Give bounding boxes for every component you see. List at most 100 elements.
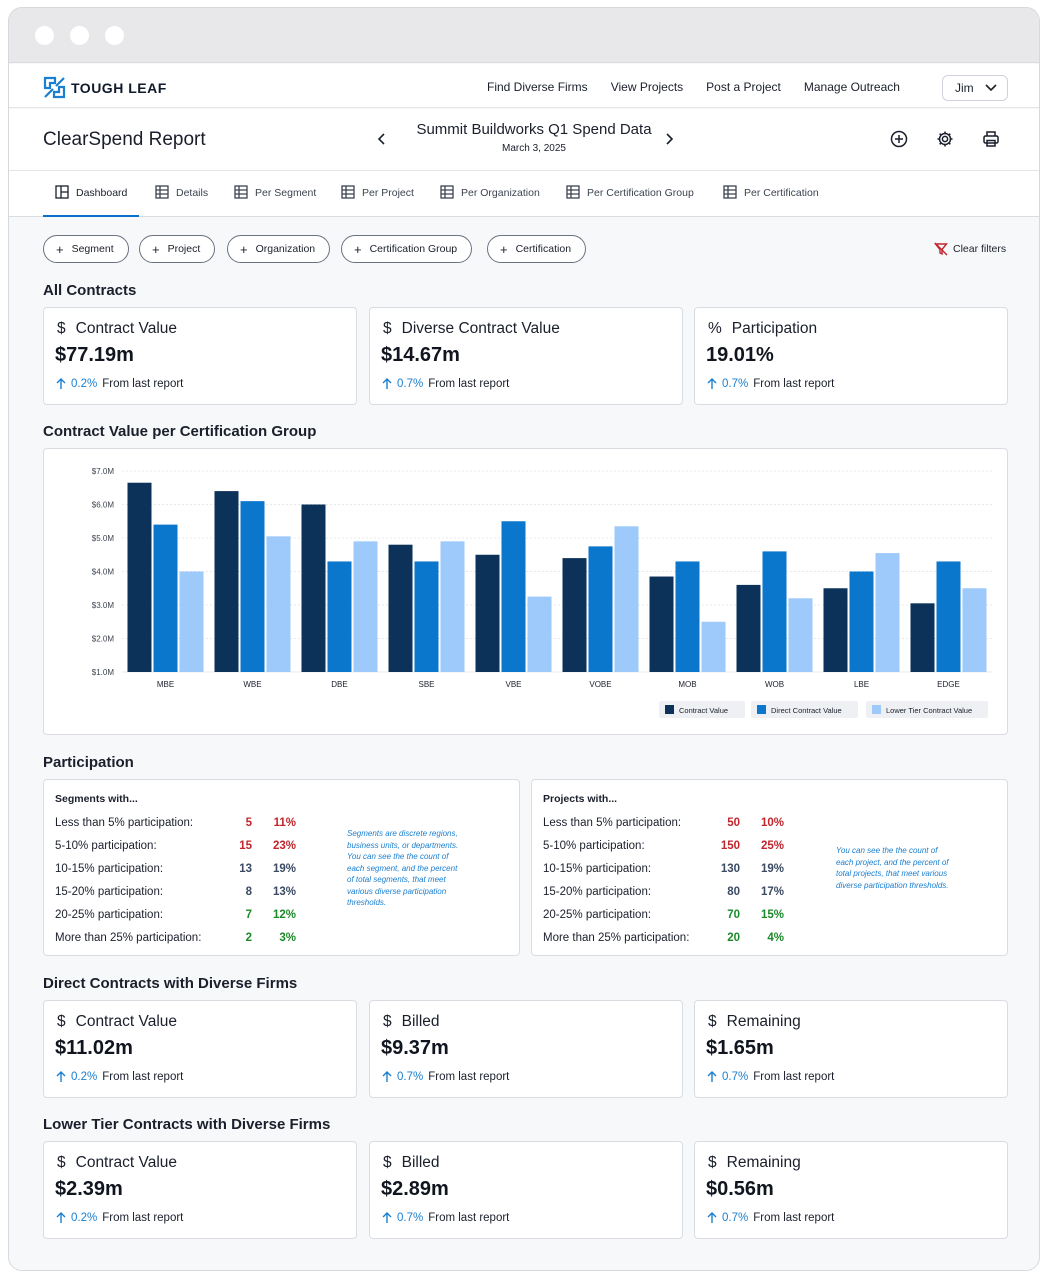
card-title: Contract Value xyxy=(75,320,178,337)
bar-mob-3 xyxy=(701,621,726,672)
card-value: $0.56m xyxy=(706,1178,774,1200)
note-line: various diverse participation xyxy=(347,886,447,896)
tab-details[interactable]: Details xyxy=(155,185,208,217)
table-icon xyxy=(566,185,580,199)
row-label: 10-15% participation: xyxy=(543,863,652,875)
clear-filters-button[interactable]: Clear filters xyxy=(934,242,1006,256)
chevron-right-icon xyxy=(666,133,674,145)
change-percent: 0.7% xyxy=(722,1071,749,1083)
next-period-button[interactable] xyxy=(660,127,680,151)
x-tick-label: EDGE xyxy=(937,680,960,689)
table-icon xyxy=(234,185,248,199)
participation-row: 5-10% participation: 15 23% xyxy=(55,840,296,856)
change-percent: 0.7% xyxy=(397,1071,424,1083)
change-percent: 0.7% xyxy=(722,1212,749,1224)
tab-label: Per Certification Group xyxy=(587,187,694,199)
diverse-contract-value-card: $ Diverse Contract Value $14.67m 0.7% From… xyxy=(369,307,683,405)
participation-row: More than 25% participation: 20 4% xyxy=(543,932,784,948)
arrow-up-icon xyxy=(382,1212,392,1223)
nav-view-projects[interactable]: View Projects xyxy=(610,80,684,94)
tab-label: Details xyxy=(176,187,209,199)
filter-certification-chip[interactable]: + Certification xyxy=(487,235,587,263)
prev-period-button[interactable] xyxy=(371,127,391,151)
bar-vbe-3 xyxy=(527,596,552,672)
legend-item-bg xyxy=(659,701,745,718)
card-title: Billed xyxy=(401,1154,440,1171)
bar-wob-1 xyxy=(736,584,761,672)
settings-button[interactable] xyxy=(934,128,956,150)
bar-edge-2 xyxy=(936,561,961,672)
leaf-logo-icon xyxy=(43,76,66,99)
change-suffix: From last report xyxy=(102,1071,184,1083)
window-dot[interactable] xyxy=(35,25,54,45)
window-dot[interactable] xyxy=(105,25,124,45)
segments-panel: Segments with... Less than 5% participat… xyxy=(43,779,520,956)
print-button[interactable] xyxy=(980,128,1002,150)
arrow-up-icon xyxy=(56,1212,66,1223)
chevron-left-icon xyxy=(377,133,385,145)
period-date: March 3, 2025 xyxy=(502,143,566,154)
bar-wbe-3 xyxy=(266,536,291,672)
table-icon xyxy=(341,185,355,199)
row-count: 7 xyxy=(245,909,252,921)
participation-title: Participation xyxy=(43,754,134,771)
y-tick-label: $6.0M xyxy=(92,501,115,510)
legend-item-bg xyxy=(866,701,988,718)
add-button[interactable] xyxy=(888,128,910,150)
nav-manage-outreach[interactable]: Manage Outreach xyxy=(803,80,900,94)
participation-row: 15-20% participation: 8 13% xyxy=(55,886,296,902)
row-count: 2 xyxy=(245,932,252,944)
row-percent: 13% xyxy=(272,886,296,898)
tab-per-project[interactable]: Per Project xyxy=(341,185,414,217)
bar-sbe-1 xyxy=(388,544,413,672)
chart-section-title: Contract Value per Certification Group xyxy=(43,423,317,440)
chip-label: Organization xyxy=(255,243,316,255)
app-window: TOUGH LEAF Find Diverse Firms View Proje… xyxy=(8,7,1040,1271)
arrow-up-icon xyxy=(382,378,392,389)
nav-post-project[interactable]: Post a Project xyxy=(706,80,781,94)
row-label: Less than 5% participation: xyxy=(55,817,194,829)
tab-per-certification[interactable]: Per Certification xyxy=(723,185,819,217)
bar-wbe-2 xyxy=(240,501,265,672)
filter-segment-chip[interactable]: + Segment xyxy=(43,235,129,263)
x-tick-label: MBE xyxy=(157,680,174,689)
bar-lbe-1 xyxy=(823,588,848,672)
contract-value-card: $ Contract Value $77.19m 0.2% From last re… xyxy=(43,307,357,405)
bar-sbe-2 xyxy=(414,561,439,672)
bar-lbe-2 xyxy=(849,571,874,672)
change-percent: 0.7% xyxy=(397,378,424,390)
tab-per-certification-group[interactable]: Per Certification Group xyxy=(566,185,694,217)
bar-vobe-3 xyxy=(614,526,639,672)
dollar-icon: $ xyxy=(708,1013,717,1030)
row-percent: 11% xyxy=(273,817,296,829)
lower-contract-value-card: $ Contract Value $2.39m 0.2% From last rep… xyxy=(43,1141,357,1239)
arrow-up-icon xyxy=(707,378,717,389)
note-line: each segment, and the percent xyxy=(347,863,458,873)
change-percent: 0.7% xyxy=(397,1212,424,1224)
tab-per-segment[interactable]: Per Segment xyxy=(234,185,316,217)
participation-card: % Participation 19.01% 0.7% From last repo… xyxy=(694,307,1008,405)
bar-wob-2 xyxy=(762,551,787,672)
dollar-icon: $ xyxy=(383,1013,392,1030)
y-tick-label: $4.0M xyxy=(92,568,115,577)
nav-find-diverse-firms[interactable]: Find Diverse Firms xyxy=(487,80,588,94)
row-percent: 4% xyxy=(767,932,784,944)
row-label: 5-10% participation: xyxy=(543,840,645,852)
change-suffix: From last report xyxy=(753,378,835,390)
window-dot[interactable] xyxy=(70,25,89,45)
change-suffix: From last report xyxy=(428,1071,510,1083)
card-title: Remaining xyxy=(726,1154,801,1171)
filter-organization-chip[interactable]: + Organization xyxy=(227,235,331,263)
row-label: Less than 5% participation: xyxy=(543,817,682,829)
y-tick-label: $5.0M xyxy=(92,534,115,543)
filter-project-chip[interactable]: + Project xyxy=(139,235,216,263)
row-count: 20 xyxy=(727,932,740,944)
arrow-up-icon xyxy=(382,1071,392,1082)
filter-certification-group-chip[interactable]: + Certification Group xyxy=(341,235,473,263)
bar-lbe-3 xyxy=(875,553,900,672)
user-menu-button[interactable]: Jim xyxy=(942,75,1008,101)
tab-dashboard[interactable]: Dashboard xyxy=(43,185,140,217)
brand-logo[interactable]: TOUGH LEAF xyxy=(42,75,167,100)
page-title: ClearSpend Report xyxy=(43,129,206,150)
tab-per-organization[interactable]: Per Organization xyxy=(440,185,540,217)
